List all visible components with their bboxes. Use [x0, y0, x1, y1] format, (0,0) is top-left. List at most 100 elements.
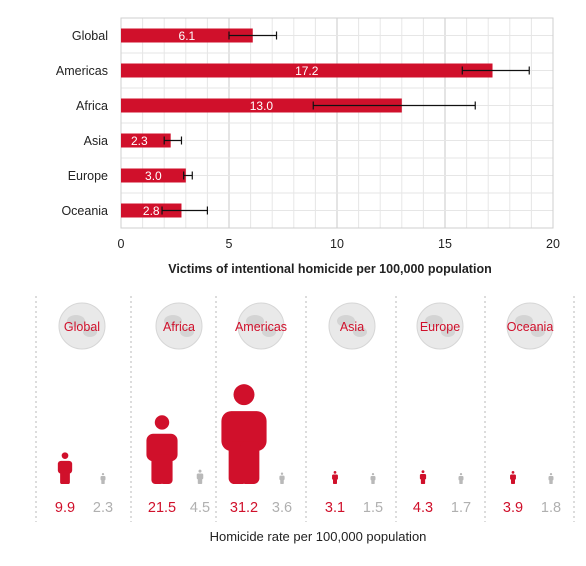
globe-landmass: [515, 315, 533, 327]
plot-frame: [120, 17, 554, 229]
bar-value-label: 17.2: [295, 64, 319, 78]
globe-landmass: [353, 327, 367, 337]
x-tick-label: 5: [226, 237, 233, 251]
rate-value: 9.9: [55, 500, 75, 516]
bar-value-label: 6.1: [179, 29, 196, 43]
region-label: Africa: [163, 320, 195, 334]
person-head: [61, 452, 69, 459]
bar: [121, 203, 182, 218]
person-head: [101, 473, 105, 476]
person-leg: [159, 454, 173, 484]
globe-landmass: [441, 327, 455, 337]
person-torso: [196, 473, 204, 480]
person-torso: [221, 411, 267, 452]
homicide-bar-chart: Global 6.1 Americas 17.2 Africa 13.0 Asia 2.3 Eu…: [56, 17, 560, 251]
person-icon: [100, 473, 106, 484]
rate-value-secondary: 1.8: [541, 500, 561, 516]
person-torso: [279, 475, 285, 481]
bar: [121, 28, 253, 43]
person-icon: [458, 473, 464, 484]
globe-icon: [155, 302, 203, 350]
person-icon: [370, 473, 376, 484]
person-leg: [372, 479, 375, 484]
regional-rate-figure: Global 9.9 2.3 Africa 21.5 4.5 Americas 31.2 3.6…: [35, 296, 575, 522]
person-head: [459, 473, 463, 476]
person-head: [371, 473, 375, 476]
person-torso: [548, 475, 554, 481]
rate-value: 3.9: [503, 500, 523, 516]
person-leg: [512, 478, 515, 484]
rate-value: 4.3: [413, 500, 433, 516]
person-leg: [334, 478, 337, 484]
person-head: [333, 471, 337, 474]
person-leg: [550, 479, 553, 484]
person-icon: [510, 471, 516, 484]
rate-value: 31.2: [230, 500, 258, 516]
x-tick-label: 20: [546, 237, 560, 251]
person-head: [198, 469, 202, 473]
rate-value-secondary: 1.7: [451, 500, 471, 516]
person-leg: [63, 470, 70, 484]
x-tick-label: 15: [438, 237, 452, 251]
globe-icon: [506, 302, 554, 350]
category-label: Oceania: [61, 204, 108, 218]
bar-value-label: 2.8: [143, 204, 160, 218]
globe-landmass: [425, 315, 443, 327]
category-label: Global: [72, 29, 108, 43]
region-label: Americas: [235, 320, 287, 334]
globe-landmass: [262, 327, 276, 337]
rate-value: 3.1: [325, 500, 345, 516]
rate-value-secondary: 1.5: [363, 500, 383, 516]
rate-value-secondary: 3.6: [272, 500, 292, 516]
person-icon: [332, 471, 338, 484]
person-icon: [196, 469, 204, 484]
person-head: [154, 415, 170, 430]
person-icon: [279, 472, 285, 484]
person-icon: [221, 384, 267, 484]
person-icon: [146, 415, 178, 484]
region-label: Europe: [420, 320, 460, 334]
globe-landmass: [337, 315, 355, 327]
region-label: Oceania: [507, 320, 554, 334]
region-label: Asia: [340, 320, 364, 334]
bar-value-label: 2.3: [131, 134, 148, 148]
person-torso: [100, 475, 106, 481]
regional-rate-panel: Global 9.9 2.3 Africa 21.5 4.5 Americas 31.2 3.6…: [0, 290, 586, 566]
bar: [121, 98, 402, 113]
person-torso: [370, 475, 376, 481]
person-icon: [57, 452, 73, 484]
x-axis-title: Victims of intentional homicide per 100,…: [168, 262, 492, 276]
person-leg: [240, 441, 260, 484]
category-label: Europe: [68, 169, 108, 183]
globe-landmass: [67, 315, 85, 327]
globe-landmass: [246, 315, 264, 327]
globe-icon: [328, 302, 376, 350]
globe-landmass: [180, 327, 194, 337]
person-leg: [281, 479, 284, 484]
globe-landmass: [531, 327, 545, 337]
rate-value-secondary: 2.3: [93, 500, 113, 516]
person-icon: [419, 470, 427, 484]
globe-icon: [237, 302, 285, 350]
x-tick-label: 10: [330, 237, 344, 251]
category-label: Asia: [84, 134, 108, 148]
category-label: Africa: [76, 99, 108, 113]
person-head: [233, 384, 255, 406]
person-head: [511, 471, 515, 474]
rate-value-secondary: 4.5: [190, 500, 210, 516]
person-head: [549, 473, 553, 476]
person-head: [421, 470, 425, 474]
x-tick-label: 0: [118, 237, 125, 251]
bar: [121, 63, 493, 78]
person-torso: [332, 474, 338, 480]
globe-landmass: [83, 327, 97, 337]
rate-value: 21.5: [148, 500, 176, 516]
person-head: [280, 472, 284, 475]
person-torso: [510, 474, 516, 480]
person-leg: [102, 479, 105, 484]
bar: [121, 133, 171, 148]
bar: [121, 168, 186, 183]
person-torso: [419, 473, 427, 480]
person-icon: [548, 473, 554, 484]
bottom-axis-title: Homicide rate per 100,000 population: [209, 529, 427, 544]
